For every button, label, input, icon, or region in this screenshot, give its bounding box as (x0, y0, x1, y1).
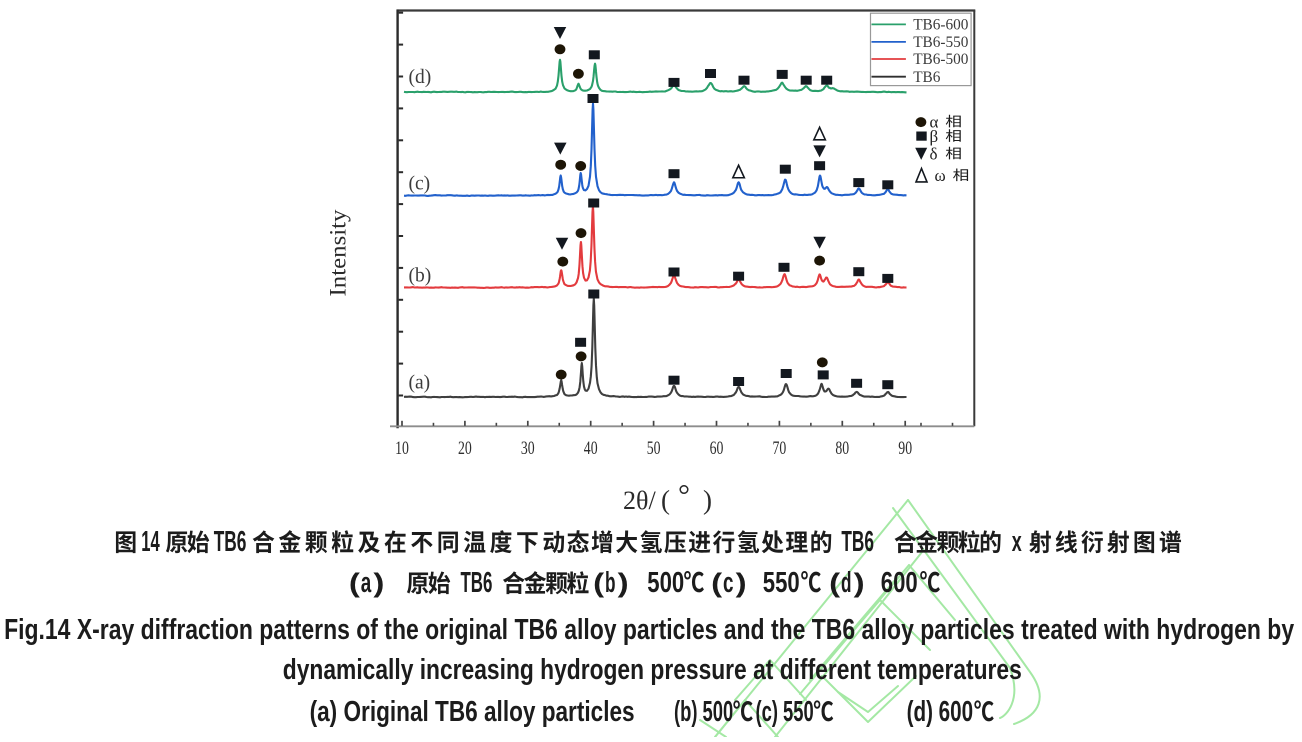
svg-text:(d) 600: (d) 600 (907, 696, 974, 728)
svg-text:600: 600 (881, 567, 918, 599)
svg-text:): ) (854, 568, 865, 598)
svg-text:δ: δ (930, 144, 938, 163)
svg-text:(c): (c) (409, 174, 431, 195)
svg-text:(: ( (661, 485, 670, 515)
svg-text:a: a (361, 567, 372, 599)
svg-text:TB6-500: TB6-500 (913, 51, 969, 68)
svg-text:(c) 550: (c) 550 (756, 696, 814, 728)
svg-text:(a) Original TB6 alloy particl: (a) Original TB6 alloy particles (310, 696, 635, 728)
svg-text:Fig.14 X-ray diffraction patte: Fig.14 X-ray diffraction patterns of the… (4, 614, 1294, 646)
svg-text:): ) (703, 485, 712, 515)
svg-text:): ) (736, 568, 747, 598)
svg-text:b: b (605, 567, 616, 599)
svg-text:30: 30 (521, 439, 535, 459)
svg-text:70: 70 (773, 439, 787, 459)
svg-text:10: 10 (395, 439, 409, 459)
svg-text:14: 14 (141, 526, 159, 558)
svg-text:): ) (373, 568, 384, 598)
svg-text:TB6-600: TB6-600 (913, 17, 969, 34)
svg-text:(b) 500: (b) 500 (674, 696, 733, 728)
svg-text:TB6: TB6 (461, 567, 493, 599)
svg-text:(: ( (829, 568, 840, 598)
svg-text:(a): (a) (409, 373, 431, 394)
svg-text:TB6: TB6 (913, 69, 941, 86)
svg-text:): ) (618, 568, 629, 598)
svg-text:80: 80 (835, 439, 849, 459)
svg-text:90: 90 (898, 439, 912, 459)
svg-text:α: α (930, 112, 939, 131)
svg-text:500: 500 (647, 567, 684, 599)
svg-text:60: 60 (710, 439, 724, 459)
svg-text:ω: ω (935, 166, 946, 185)
svg-text:c: c (723, 567, 734, 599)
svg-text:x: x (1012, 526, 1022, 558)
svg-text:20: 20 (458, 439, 472, 459)
svg-text:2θ/: 2θ/ (623, 486, 656, 515)
svg-text:(b): (b) (409, 266, 432, 287)
svg-text:TB6: TB6 (214, 526, 247, 558)
svg-text:40: 40 (584, 439, 598, 459)
svg-text:TB6-550: TB6-550 (913, 34, 969, 51)
svg-text:°: ° (678, 479, 690, 512)
svg-text:β: β (930, 127, 939, 146)
svg-text:(: ( (349, 568, 360, 598)
svg-text:Intensity: Intensity (326, 209, 352, 296)
svg-text:(: ( (593, 568, 604, 598)
svg-text:(: ( (711, 568, 722, 598)
svg-text:550: 550 (763, 567, 800, 599)
svg-text:d: d (841, 567, 852, 599)
svg-text:dynamically increasing hydroge: dynamically increasing hydrogen pressure… (283, 654, 1022, 686)
svg-text:TB6: TB6 (841, 526, 874, 558)
svg-text:50: 50 (647, 439, 661, 459)
svg-text:(d): (d) (409, 67, 432, 88)
